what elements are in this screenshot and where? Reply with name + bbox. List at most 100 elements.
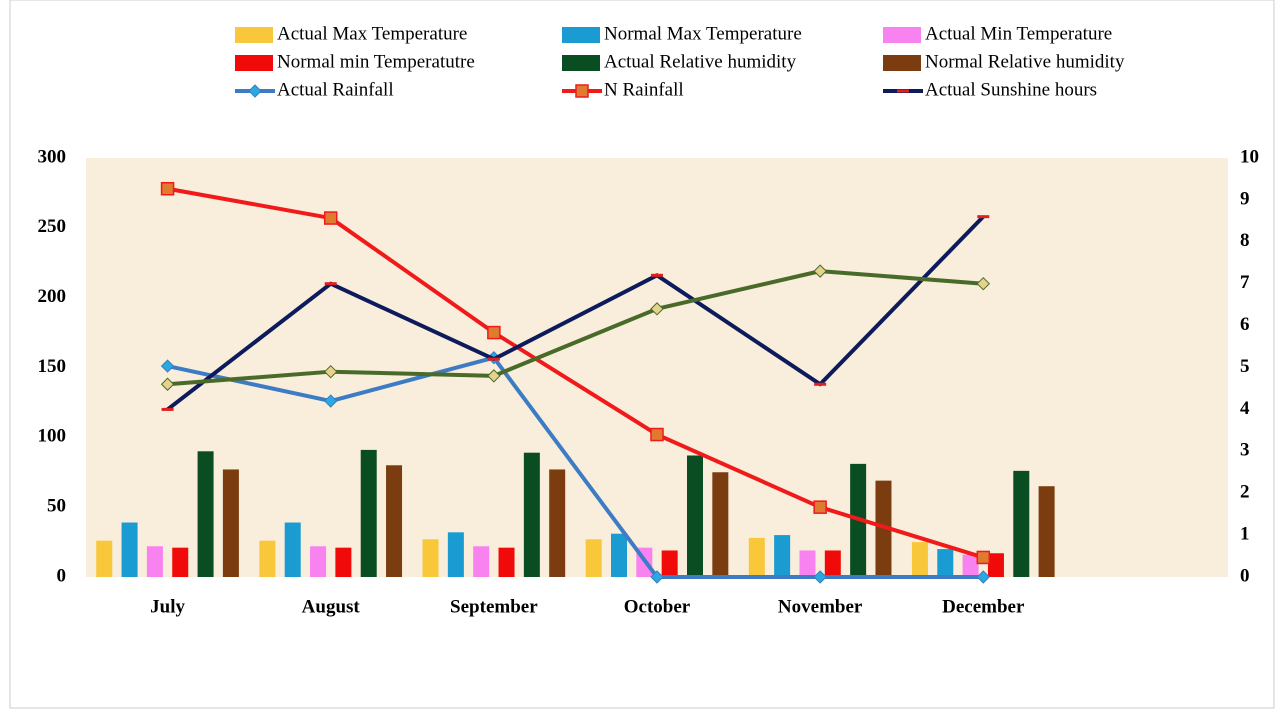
marker [324,282,337,286]
y2-tick-label: 10 [1240,146,1259,167]
marker [650,570,664,584]
y2-tick-label: 8 [1240,230,1250,251]
marker [160,377,175,391]
bar [386,465,403,577]
marker [160,359,175,373]
legend-label: Actual Max Temperature [277,23,467,44]
marker [487,369,501,383]
x-tick-label: September [450,596,538,617]
bar [523,452,540,577]
legend-marker [248,84,262,98]
bar [121,522,138,577]
legend-entry: Actual Max Temperature [235,23,467,44]
marker [813,570,827,584]
bar [774,535,791,577]
bar [748,537,765,577]
marker [161,407,174,411]
y2-tick-label: 3 [1240,440,1250,461]
y-tick-label: 150 [38,356,67,377]
legend-entry: Actual Sunshine hours [883,79,1097,100]
y2-tick-label: 0 [1240,565,1250,586]
legend-marker [575,84,589,98]
line [167,269,984,387]
x-tick-label: July [150,596,185,617]
y-tick-label: 0 [57,565,67,586]
legend-entry: Normal Max Temperature [562,23,802,44]
legend-swatch [883,27,921,43]
marker [813,500,827,514]
legend-swatch [562,27,600,43]
marker [487,325,501,340]
bar [987,553,1004,577]
legend-swatch [235,55,273,71]
marker [976,550,991,565]
bar [310,546,327,577]
bar [172,547,189,577]
x-tick-label: December [942,596,1025,617]
bar [799,550,816,577]
bar [911,542,928,577]
legend-swatch [562,55,600,71]
bar [259,540,276,577]
y2-tick-label: 2 [1240,482,1250,503]
legend-entry: Actual Min Temperature [883,23,1112,44]
bar [875,480,892,577]
bar [962,554,979,577]
marker [977,215,990,219]
bar [222,469,239,577]
bar [498,547,515,577]
legend-label: Normal Relative humidity [925,51,1125,72]
legend-label: Actual Rainfall [277,79,394,100]
bar [1038,486,1055,577]
y2-tick-label: 7 [1240,272,1250,293]
legend-label: Actual Sunshine hours [925,79,1097,100]
marker [814,382,827,386]
bar [937,549,954,577]
bar [712,472,729,577]
bar [824,550,841,577]
legend-entry: Normal min Temperatutre [235,51,475,72]
marker [813,264,827,278]
bar [284,522,301,577]
y2-tick-label: 5 [1240,356,1250,377]
marker [324,394,338,408]
legend-entry: N Rainfall [562,79,684,100]
bar [422,539,439,577]
x-tick-label: November [778,596,863,617]
marker [160,181,175,196]
y2-tick-label: 9 [1240,188,1250,209]
legend-entry: Actual Rainfall [235,79,394,100]
x-tick-label: August [302,596,361,617]
legend-label: N Rainfall [604,79,684,100]
legend-entry: Actual Relative humidity [562,51,797,72]
legend-label: Actual Min Temperature [925,23,1112,44]
line [166,215,985,411]
marker [324,364,338,379]
line [167,186,984,560]
y-tick-label: 50 [47,496,66,517]
legend-label: Normal min Temperatutre [277,51,475,72]
bar [360,449,377,577]
bar [585,539,602,577]
legend-swatch [883,55,921,71]
bar [447,532,464,577]
y-tick-label: 250 [38,216,67,237]
marker [976,570,990,584]
legend-marker [897,89,909,93]
bar [335,547,352,577]
bar [611,533,627,577]
bar [96,540,113,577]
legend-swatch [235,27,273,43]
marker [487,357,500,361]
marker [976,276,990,291]
legend-entry: Normal Relative humidity [883,51,1125,72]
legend-label: Normal Max Temperature [604,23,802,44]
marker [651,273,663,277]
y2-tick-label: 4 [1240,398,1250,419]
bar [197,451,214,577]
marker [650,427,664,442]
bar [661,550,678,577]
y-tick-label: 200 [38,286,67,307]
marker [323,211,338,225]
